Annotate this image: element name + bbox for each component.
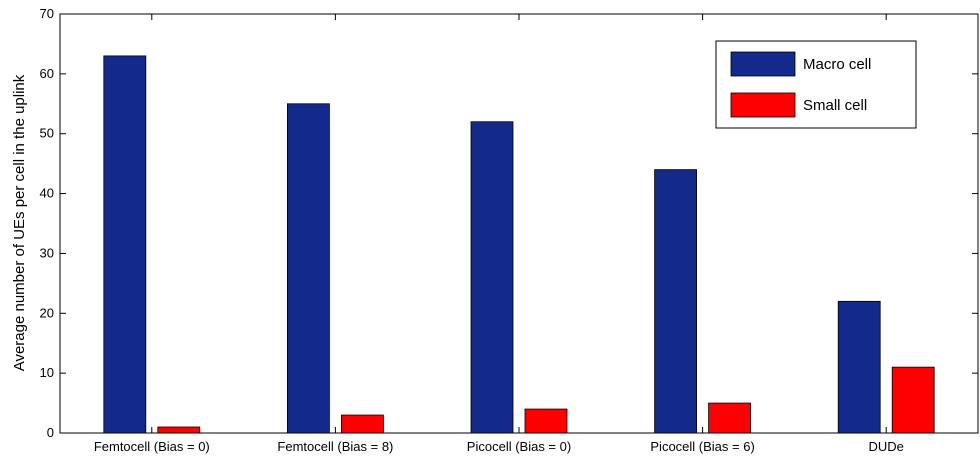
y-tick-label: 70 (40, 6, 54, 21)
y-tick-label: 10 (40, 365, 54, 380)
bar-small-cell-2 (340, 414, 384, 434)
y-tick-label: 20 (40, 305, 54, 320)
bar-macro-cell-5 (837, 300, 881, 434)
bar-small-cell-3 (524, 408, 568, 434)
bar-small-cell-4 (708, 402, 751, 434)
y-axis-title: Average number of UEs per cell in the up… (11, 74, 28, 371)
bar-macro-cell-1 (103, 55, 147, 434)
bar-small-cell-5 (891, 366, 935, 434)
y-axis: 0 10 20 30 40 50 60 70 (40, 6, 978, 440)
bar-small-cell-1 (157, 426, 201, 434)
x-tick-label: Femtocell (Bias = 8) (277, 439, 393, 454)
x-tick-label: Femtocell (Bias = 0) (94, 439, 210, 454)
x-tick-label: Picocell (Bias = 0) (467, 439, 571, 454)
y-tick-label: 50 (40, 126, 54, 141)
bars-group (103, 55, 935, 434)
bar-macro-cell-2 (286, 103, 330, 434)
legend: Macro cell Small cell (715, 40, 917, 129)
legend-swatch-macro-cell (730, 51, 796, 77)
y-tick-label: 30 (40, 245, 54, 260)
x-axis: Femtocell (Bias = 0) Femtocell (Bias = 8)… (94, 14, 904, 454)
x-tick-label: Picocell (Bias = 6) (650, 439, 754, 454)
legend-label-macro-cell: Macro cell (803, 56, 871, 73)
bar-macro-cell-3 (470, 121, 514, 434)
x-tick-label: DUDe (868, 439, 903, 454)
y-tick-label: 0 (47, 425, 54, 440)
y-tick-label: 40 (40, 186, 54, 201)
legend-label-small-cell: Small cell (803, 97, 867, 114)
y-tick-label: 60 (40, 66, 54, 81)
bar-macro-cell-4 (654, 169, 697, 434)
legend-swatch-small-cell (730, 92, 796, 118)
